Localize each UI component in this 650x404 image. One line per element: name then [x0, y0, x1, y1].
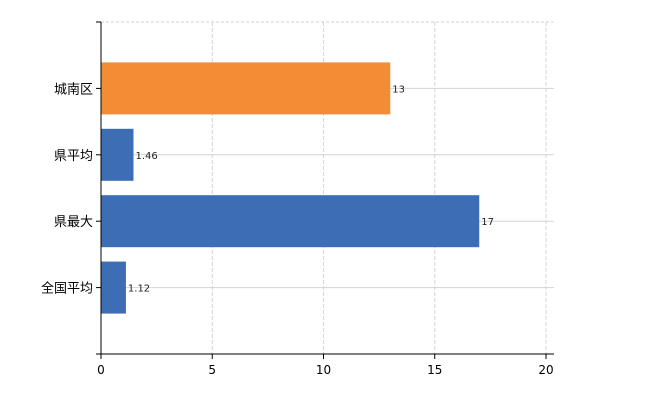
y-tick-label: 県最大	[54, 215, 93, 230]
data-label: 1.46	[135, 151, 157, 162]
bar-4	[101, 261, 126, 314]
y-tick-label: 県平均	[54, 149, 93, 164]
x-tick-label: 5	[208, 363, 216, 377]
data-label: 13	[392, 84, 405, 95]
bar-2	[101, 128, 134, 181]
x-tick-label: 20	[538, 363, 553, 377]
bar-1	[101, 62, 391, 115]
x-tick-label: 15	[427, 363, 442, 377]
y-tick-label: 城南区	[54, 81, 93, 97]
y-tick-label: 全国平均	[41, 281, 93, 297]
data-label: 1.12	[128, 284, 150, 295]
bar-3	[101, 195, 480, 248]
x-tick-label: 10	[316, 363, 331, 377]
data-label: 17	[481, 217, 494, 228]
x-tick-label: 0	[97, 363, 105, 377]
